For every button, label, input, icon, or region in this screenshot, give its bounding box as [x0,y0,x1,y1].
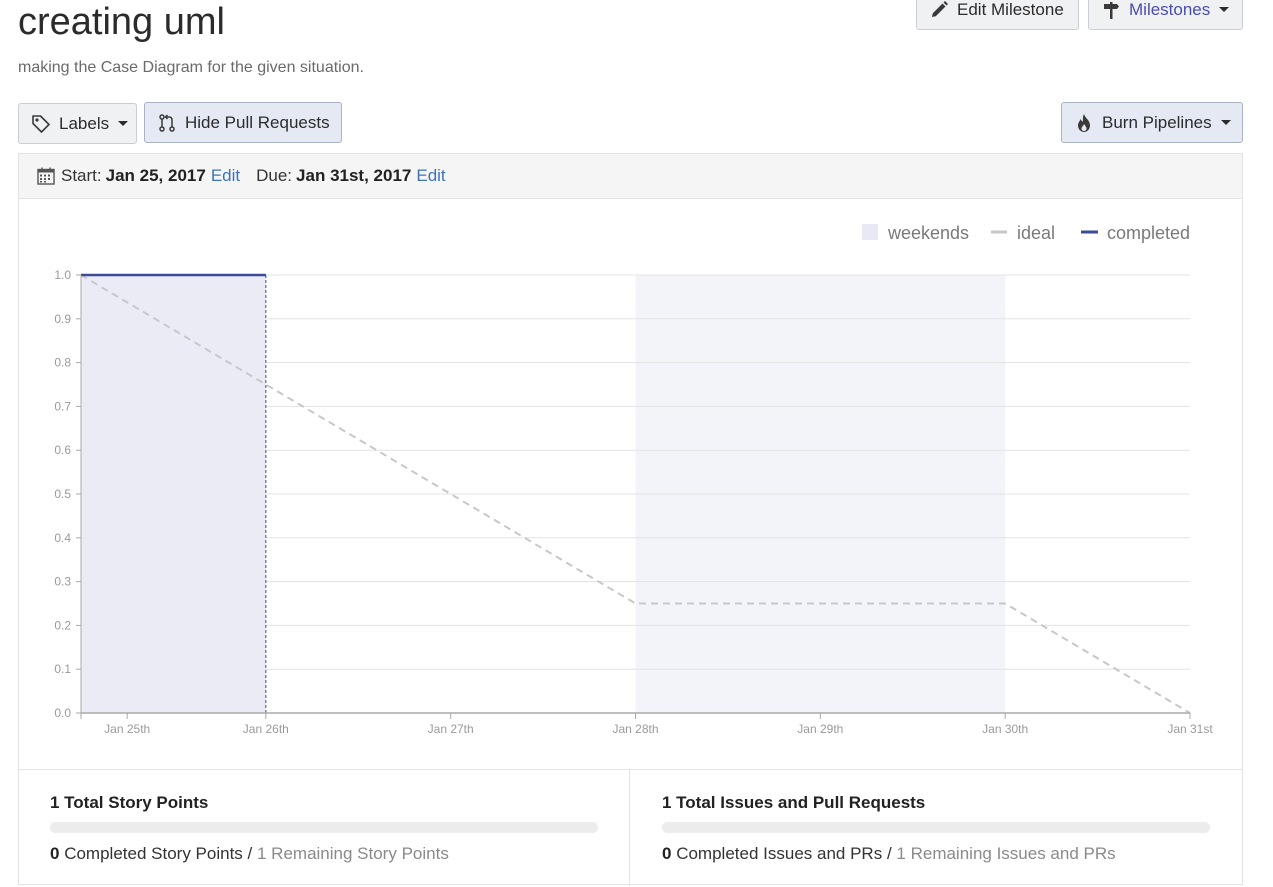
issues-progress-bar [662,822,1210,833]
hide-pull-requests-button[interactable]: Hide Pull Requests [144,102,342,143]
milestone-description: making the Case Diagram for the given si… [18,59,364,76]
remaining-story-points: 1 Remaining Story Points [257,844,449,863]
chevron-down-icon [118,121,129,126]
completed-area [81,275,266,713]
due-date: Jan 31st, 2017 [296,166,412,185]
chevron-down-icon [1220,120,1231,125]
legend-weekends-swatch [862,224,878,240]
labels-dropdown-button[interactable]: Labels [18,103,137,144]
hide-pull-requests-label: Hide Pull Requests [185,112,330,132]
edit-due-date-link[interactable]: Edit [416,166,446,185]
legend-item-ideal: ideal [1017,223,1055,243]
y-tick-label: 0.8 [54,356,71,370]
pull-request-icon [157,113,177,133]
x-tick-label: Jan 27th [428,722,474,736]
story-points-progress-bar [50,822,598,833]
y-tick-label: 0.7 [54,399,71,413]
milestone-dates-bar: Start: Jan 25, 2017 Edit Due: Jan 31st, … [19,154,1242,199]
x-tick-label: Jan 28th [612,722,658,736]
burn-pipelines-label: Burn Pipelines [1102,112,1212,132]
issues-detail: 0 Completed Issues and PRs / 1 Remaining… [662,844,1116,864]
fire-icon [1074,113,1094,133]
y-tick-label: 0.4 [54,531,71,545]
burndown-panel: Start: Jan 25, 2017 Edit Due: Jan 31st, … [18,153,1243,885]
pencil-icon [929,0,949,20]
labels-label: Labels [59,113,110,133]
issues-separator: / [886,844,892,863]
chevron-down-icon [1219,7,1230,12]
y-tick-label: 0.1 [54,662,71,676]
y-tick-label: 0.9 [54,312,71,326]
ideal-line [80,274,1191,714]
x-tick-label: Jan 31st [1167,722,1213,736]
y-tick-label: 0.0 [54,706,71,720]
x-tick-label: Jan 26th [243,722,289,736]
story-points-title: 1 Total Story Points [50,793,209,812]
y-tick-label: 0.3 [54,575,71,589]
milestones-dropdown-button[interactable]: Milestones [1088,0,1243,30]
legend-item-weekends: weekends [887,223,969,243]
legend-item-completed: completed [1107,223,1190,243]
story-points-separator: / [247,844,253,863]
page-title: creating uml [18,1,225,43]
completed-story-points-label: Completed Story Points [64,844,243,863]
remaining-issues: 1 Remaining Issues and PRs [896,844,1116,863]
completed-issues-label: Completed Issues and PRs [676,844,883,863]
start-date: Jan 25, 2017 [105,166,206,185]
due-label: Due: [256,166,293,185]
y-tick-label: 0.6 [54,443,71,457]
story-points-summary: 1 Total Story Points 0 Completed Story P… [18,770,630,886]
signpost-icon [1101,0,1121,20]
y-tick-label: 0.5 [54,487,71,501]
edit-start-date-link[interactable]: Edit [210,166,241,185]
milestones-label: Milestones [1129,0,1211,19]
start-label: Start: [61,166,102,185]
story-points-detail: 0 Completed Story Points / 1 Remaining S… [50,844,449,864]
completed-story-points-count: 0 [50,844,60,863]
tag-icon [31,114,51,134]
x-tick-label: Jan 30th [982,722,1028,736]
x-tick-label: Jan 29th [797,722,843,736]
issues-title: 1 Total Issues and Pull Requests [662,793,926,812]
edit-milestone-label: Edit Milestone [957,0,1064,19]
issues-summary: 1 Total Issues and Pull Requests 0 Compl… [630,770,1243,886]
calendar-icon [37,167,55,185]
completed-issues-count: 0 [662,844,672,863]
edit-milestone-button[interactable]: Edit Milestone [916,0,1079,30]
stats-section: 1 Total Story Points 0 Completed Story P… [18,769,1243,886]
y-tick-label: 0.2 [54,618,71,632]
x-tick-label: Jan 25th [104,722,150,736]
burn-pipelines-dropdown-button[interactable]: Burn Pipelines [1061,102,1243,143]
burndown-chart: 0.0 0.1 0.2 0.3 0.4 0.5 0.6 0.7 0.8 0.9 1.0 Jan 25t… [54,223,1213,736]
y-tick-label: 1.0 [54,268,71,282]
